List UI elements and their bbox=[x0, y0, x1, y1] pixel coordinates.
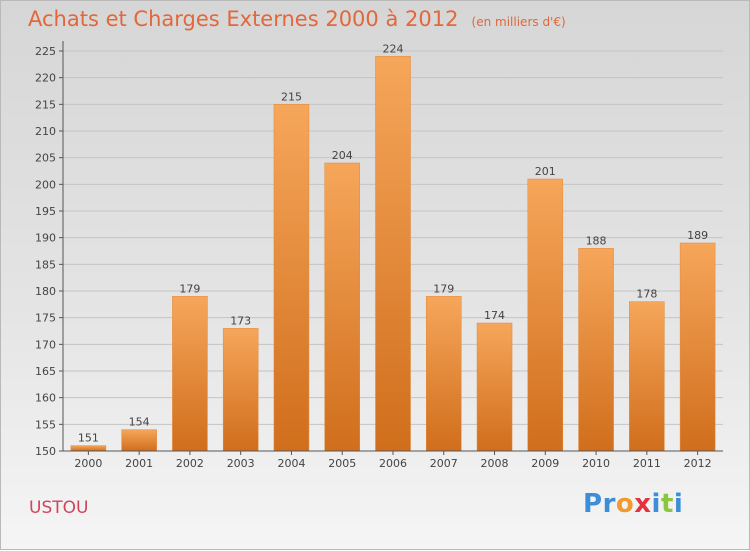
logo-letter: x bbox=[634, 489, 652, 519]
x-tick-label: 2002 bbox=[176, 457, 204, 470]
x-tick-label: 2009 bbox=[531, 457, 559, 470]
bar bbox=[324, 162, 360, 452]
data-label: 151 bbox=[78, 432, 99, 445]
bar bbox=[70, 445, 107, 452]
data-label: 174 bbox=[484, 309, 505, 322]
bar bbox=[476, 322, 513, 452]
y-axis-ticks: 150 155 160 165 170 175 180 185 190 195 200 205 210 2… bbox=[35, 45, 63, 458]
x-tick-label: 2005 bbox=[328, 457, 356, 470]
y-tick-label: 150 bbox=[35, 445, 56, 458]
commune-name: USTOU bbox=[29, 498, 89, 518]
logo-letter: i bbox=[673, 489, 684, 519]
data-label: 173 bbox=[230, 314, 251, 327]
x-tick-label: 2008 bbox=[481, 457, 509, 470]
y-tick-label: 170 bbox=[35, 338, 56, 351]
y-tick-label: 220 bbox=[35, 72, 56, 85]
bar bbox=[426, 296, 462, 452]
x-tick-label: 2012 bbox=[684, 457, 712, 470]
x-tick-label: 2006 bbox=[379, 457, 407, 470]
y-tick-label: 185 bbox=[35, 258, 56, 271]
bar bbox=[222, 328, 259, 452]
logo-letter: o bbox=[615, 489, 635, 519]
x-axis-ticks: 2000 2001 2002 2003 2004 2005 2006 2007 2008 2009… bbox=[74, 451, 712, 470]
bar bbox=[578, 248, 614, 452]
logo-letter: r bbox=[602, 489, 616, 519]
bars: 151 154 179 173 215 204 224 179 174 201 188 178 189 bbox=[70, 42, 716, 452]
data-label: 188 bbox=[586, 234, 607, 247]
data-label: 189 bbox=[687, 229, 708, 242]
data-label: 201 bbox=[535, 165, 556, 178]
bar bbox=[121, 429, 157, 452]
y-tick-label: 165 bbox=[35, 365, 56, 378]
proxiti-logo: Proxiti bbox=[583, 489, 683, 519]
bar bbox=[527, 178, 564, 452]
logo-letter: P bbox=[583, 489, 603, 519]
y-tick-label: 215 bbox=[35, 98, 56, 111]
chart-title-main: Achats et Charges Externes 2000 à 2012 bbox=[28, 7, 459, 31]
axes bbox=[62, 41, 723, 452]
chart-subtitle: (en milliers d'€) bbox=[471, 15, 566, 29]
y-tick-label: 195 bbox=[35, 205, 56, 218]
bar bbox=[375, 56, 411, 452]
y-tick-label: 205 bbox=[35, 152, 56, 165]
data-label: 178 bbox=[636, 288, 657, 301]
data-label: 204 bbox=[332, 149, 353, 162]
bar bbox=[172, 296, 208, 452]
logo-letter: t bbox=[660, 489, 674, 519]
y-tick-label: 225 bbox=[35, 45, 56, 58]
x-tick-label: 2011 bbox=[633, 457, 661, 470]
bar bbox=[273, 104, 310, 452]
x-tick-label: 2007 bbox=[430, 457, 458, 470]
y-tick-label: 190 bbox=[35, 232, 56, 245]
data-label: 154 bbox=[129, 416, 150, 429]
data-label: 224 bbox=[383, 42, 404, 55]
logo-letter: i bbox=[651, 489, 661, 519]
data-label: 179 bbox=[433, 282, 454, 295]
x-tick-label: 2010 bbox=[582, 457, 610, 470]
y-tick-label: 200 bbox=[35, 178, 56, 191]
data-label: 179 bbox=[179, 282, 200, 295]
y-tick-label: 155 bbox=[35, 418, 56, 431]
bar bbox=[679, 242, 716, 452]
bar bbox=[629, 301, 665, 452]
x-tick-label: 2004 bbox=[277, 457, 305, 470]
chart-title: Achats et Charges Externes 2000 à 2012 (… bbox=[28, 7, 566, 31]
x-tick-label: 2000 bbox=[74, 457, 102, 470]
y-tick-label: 175 bbox=[35, 312, 56, 325]
y-tick-label: 210 bbox=[35, 125, 56, 138]
data-label: 215 bbox=[281, 90, 302, 103]
x-tick-label: 2001 bbox=[125, 457, 153, 470]
y-tick-label: 160 bbox=[35, 392, 56, 405]
x-tick-label: 2003 bbox=[227, 457, 255, 470]
y-tick-label: 180 bbox=[35, 285, 56, 298]
